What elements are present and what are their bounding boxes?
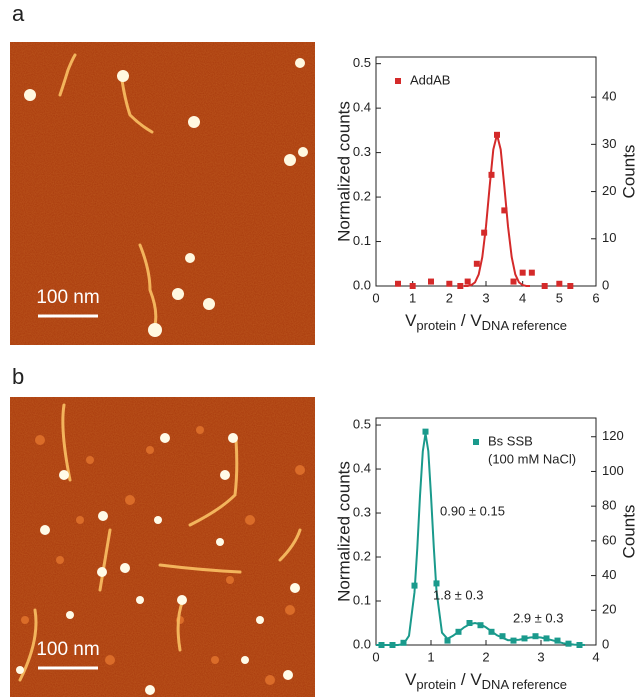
y-tick-label: 0.1 [353,233,371,248]
legend-marker [395,78,401,84]
data-point [446,280,453,287]
x-tick-label: 6 [592,290,599,305]
y2-tick-label: 60 [602,532,616,547]
y-tick-label: 0.5 [353,416,371,431]
data-point [554,637,561,644]
chart: b 100 nm 0 1 2 3 4 0.0 0.1 0.2 0.3 0.4 0.5 0 20 40 60 80 1… [12,364,638,693]
x-tick-label: 0 [372,290,379,305]
y-tick-label: 0.4 [353,100,371,115]
annotation: 1.8 ± 0.3 [433,587,484,602]
y2-tick-label: 100 [602,463,624,478]
fit-line [376,433,586,646]
data-point [541,283,548,289]
x-axis-label-part: protein [416,677,456,692]
data-point [481,229,488,236]
x-tick-label: 2 [446,290,453,305]
annotation: 2.9 ± 0.3 [513,610,564,625]
y-tick-label: 0.4 [353,460,371,475]
x-tick-label: 3 [482,290,489,305]
x-axis-label: Vprotein / VDNA reference [405,670,567,692]
y-tick-label: 0.2 [353,189,371,204]
scale-bar-label: 100 nm [36,639,99,660]
y-tick-label: 0.0 [353,277,371,292]
data-point [428,278,434,285]
y-tick-label: 0.1 [353,592,371,607]
y2-tick-label: 40 [602,567,616,582]
data-point [499,633,506,640]
data-point [422,428,429,435]
plot-frame [375,56,597,287]
y2-tick-label: 80 [602,498,616,513]
y2-tick-label: 10 [602,230,616,245]
data-point [395,280,401,287]
legend-marker [473,439,479,445]
data-point [510,278,517,285]
data-point [556,280,563,287]
fit-line [464,134,530,287]
y-tick-label: 0.3 [353,144,371,159]
legend-label: Bs SSB [488,433,533,448]
legend-note: (100 mM NaCl) [488,451,576,466]
data-point [519,269,526,276]
x-tick-label: 1 [409,290,416,305]
y2-tick-label: 40 [602,89,616,104]
data-point [466,620,473,627]
x-tick-label: 4 [519,290,526,305]
y-tick-label: 0.5 [353,55,371,70]
x-axis-label-part: V [405,670,417,689]
y2-axis-label: Counts [619,145,638,199]
panel-label: b [12,364,24,389]
y2-tick-label: 0 [602,277,609,292]
y2-tick-label: 30 [602,136,616,151]
afm-image [10,397,315,697]
x-tick-label: 4 [592,649,599,664]
afm-image [10,42,315,345]
y2-tick-label: 20 [602,183,616,198]
x-tick-label: 1 [427,649,434,664]
data-point [444,637,451,644]
y2-tick-label: 20 [602,602,616,617]
data-point [567,283,574,289]
y-tick-label: 0.2 [353,548,371,563]
x-axis-label-part: / V [456,311,482,330]
x-tick-label: 2 [482,649,489,664]
y-tick-label: 0.3 [353,504,371,519]
data-point [464,278,471,285]
panel-label: a [12,1,25,26]
y-axis-label: Normalized counts [334,101,353,242]
x-tick-label: 5 [556,290,563,305]
x-axis-label-part: DNA reference [482,318,567,333]
x-axis-label-part: protein [416,318,456,333]
x-tick-label: 3 [537,649,544,664]
y-axis-label: Normalized counts [334,461,353,602]
legend-label: AddAB [410,72,450,87]
chart: a 100 nm 0 1 2 3 4 5 6 0.0 0.1 0.2 0.3 0.4 0.5 0 10 20 30 4… [12,1,638,334]
scale-bar-label: 100 nm [36,287,99,308]
data-point [528,269,535,276]
data-point [409,283,416,289]
y2-axis-label: Counts [619,505,638,559]
y2-tick-label: 0 [602,636,609,651]
data-point [501,207,508,214]
x-tick-label: 0 [372,649,379,664]
y-tick-label: 0.0 [353,636,371,651]
data-point [473,260,480,267]
x-axis-label: Vprotein / VDNA reference [405,311,567,333]
y2-tick-label: 120 [602,428,624,443]
x-axis-label-part: V [405,311,417,330]
annotation: 0.90 ± 0.15 [440,503,505,518]
data-point [457,283,464,289]
x-axis-label-part: DNA reference [482,677,567,692]
x-axis-label-part: / V [456,670,482,689]
